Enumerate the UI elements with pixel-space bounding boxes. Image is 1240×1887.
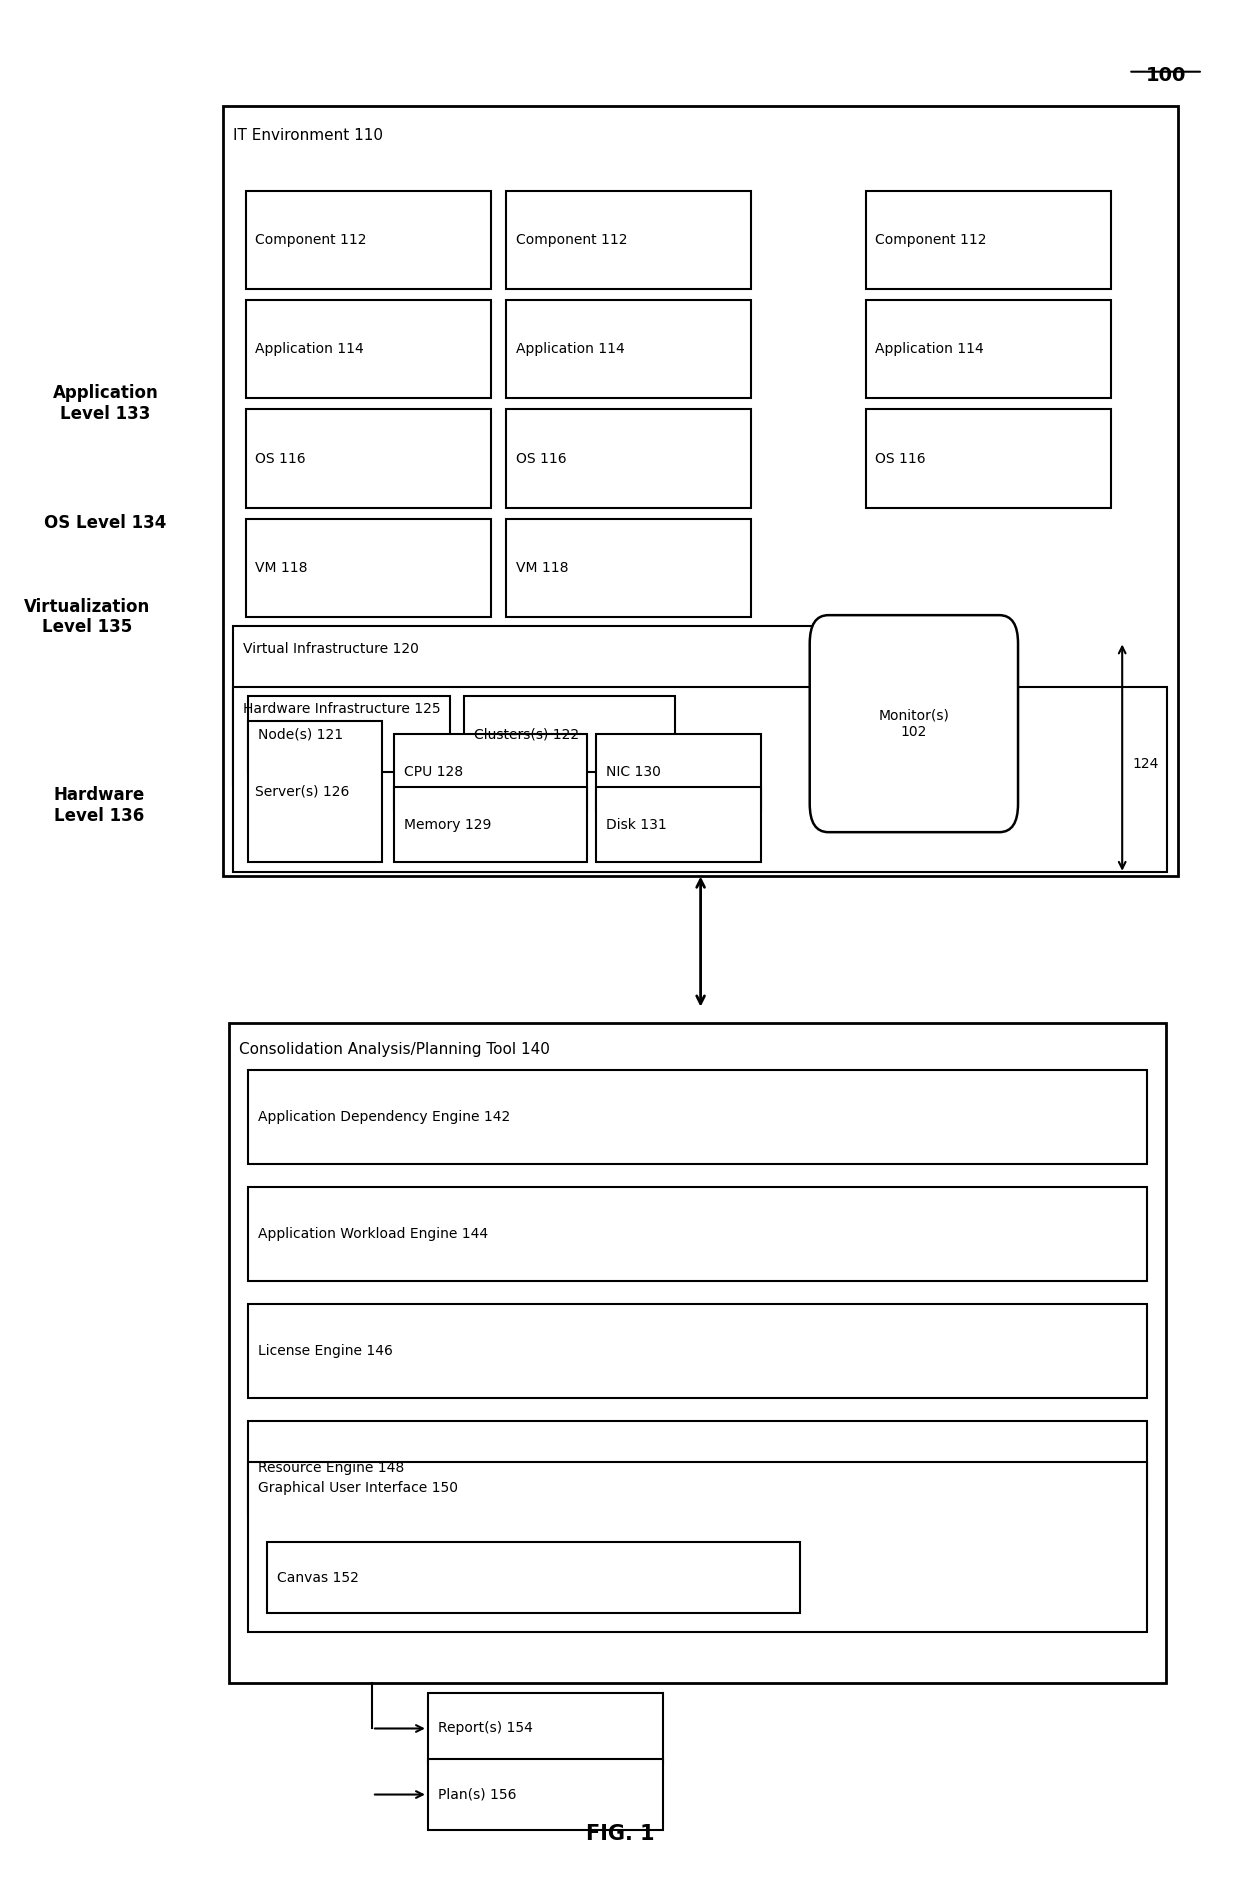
Text: VM 118: VM 118	[255, 560, 308, 576]
Bar	[248, 1462, 1147, 1632]
Text: Component 112: Component 112	[516, 232, 627, 247]
Bar	[229, 1023, 1166, 1683]
Bar	[506, 191, 751, 289]
Bar	[246, 300, 491, 398]
Text: Hardware Infrastructure 125: Hardware Infrastructure 125	[243, 702, 440, 715]
Text: Component 112: Component 112	[255, 232, 367, 247]
Text: Clusters(s) 122: Clusters(s) 122	[474, 726, 579, 742]
Text: Application Workload Engine 144: Application Workload Engine 144	[258, 1227, 489, 1242]
Bar	[267, 1542, 800, 1613]
Bar	[866, 409, 1111, 508]
Bar	[394, 734, 587, 810]
Text: OS 116: OS 116	[516, 451, 567, 466]
Text: OS 116: OS 116	[875, 451, 926, 466]
Text: FIG. 1: FIG. 1	[585, 1825, 655, 1844]
Bar	[866, 300, 1111, 398]
Text: Memory 129: Memory 129	[404, 817, 491, 832]
Text: OS 116: OS 116	[255, 451, 306, 466]
Bar	[248, 1070, 1147, 1164]
Bar	[596, 734, 761, 810]
Bar	[233, 626, 906, 785]
Text: Graphical User Interface 150: Graphical User Interface 150	[258, 1481, 458, 1495]
Bar	[248, 1187, 1147, 1281]
Text: OS Level 134: OS Level 134	[45, 513, 166, 532]
Bar	[428, 1693, 663, 1764]
Bar	[428, 1759, 663, 1830]
Bar	[246, 191, 491, 289]
Text: License Engine 146: License Engine 146	[258, 1344, 393, 1359]
Text: IT Environment 110: IT Environment 110	[233, 128, 383, 143]
Text: Node(s) 121: Node(s) 121	[258, 726, 343, 742]
Bar	[866, 191, 1111, 289]
Bar	[223, 106, 1178, 876]
FancyBboxPatch shape	[810, 615, 1018, 832]
Text: Disk 131: Disk 131	[606, 817, 667, 832]
Text: Application 114: Application 114	[516, 342, 625, 357]
Bar	[596, 787, 761, 862]
Bar	[506, 519, 751, 617]
Bar	[233, 687, 1167, 872]
Bar	[248, 1421, 1147, 1515]
Bar	[248, 1304, 1147, 1398]
Bar	[464, 696, 675, 772]
Text: Application 114: Application 114	[255, 342, 365, 357]
Text: 100: 100	[1146, 66, 1185, 85]
Text: Server(s) 126: Server(s) 126	[255, 785, 350, 798]
Bar	[246, 519, 491, 617]
Text: Hardware
Level 136: Hardware Level 136	[53, 787, 145, 825]
Text: Monitor(s)
102: Monitor(s) 102	[878, 708, 950, 740]
Text: Plan(s) 156: Plan(s) 156	[438, 1787, 516, 1802]
Text: Virtual Infrastructure 120: Virtual Infrastructure 120	[243, 642, 419, 655]
Bar	[248, 721, 382, 862]
Bar	[246, 409, 491, 508]
Text: Canvas 152: Canvas 152	[277, 1570, 358, 1585]
Text: Component 112: Component 112	[875, 232, 987, 247]
Text: Application
Level 133: Application Level 133	[52, 385, 159, 423]
Text: Application Dependency Engine 142: Application Dependency Engine 142	[258, 1110, 510, 1125]
Text: NIC 130: NIC 130	[606, 764, 661, 779]
Text: VM 118: VM 118	[516, 560, 568, 576]
Text: Resource Engine 148: Resource Engine 148	[258, 1461, 404, 1476]
Text: Consolidation Analysis/Planning Tool 140: Consolidation Analysis/Planning Tool 140	[239, 1042, 551, 1057]
Text: Virtualization
Level 135: Virtualization Level 135	[24, 598, 150, 636]
Bar	[506, 409, 751, 508]
Bar	[248, 696, 450, 772]
Text: Application 114: Application 114	[875, 342, 985, 357]
Text: 124: 124	[1132, 757, 1158, 772]
Text: Report(s) 154: Report(s) 154	[438, 1721, 533, 1736]
Bar	[394, 787, 587, 862]
Bar	[506, 300, 751, 398]
Text: CPU 128: CPU 128	[404, 764, 464, 779]
